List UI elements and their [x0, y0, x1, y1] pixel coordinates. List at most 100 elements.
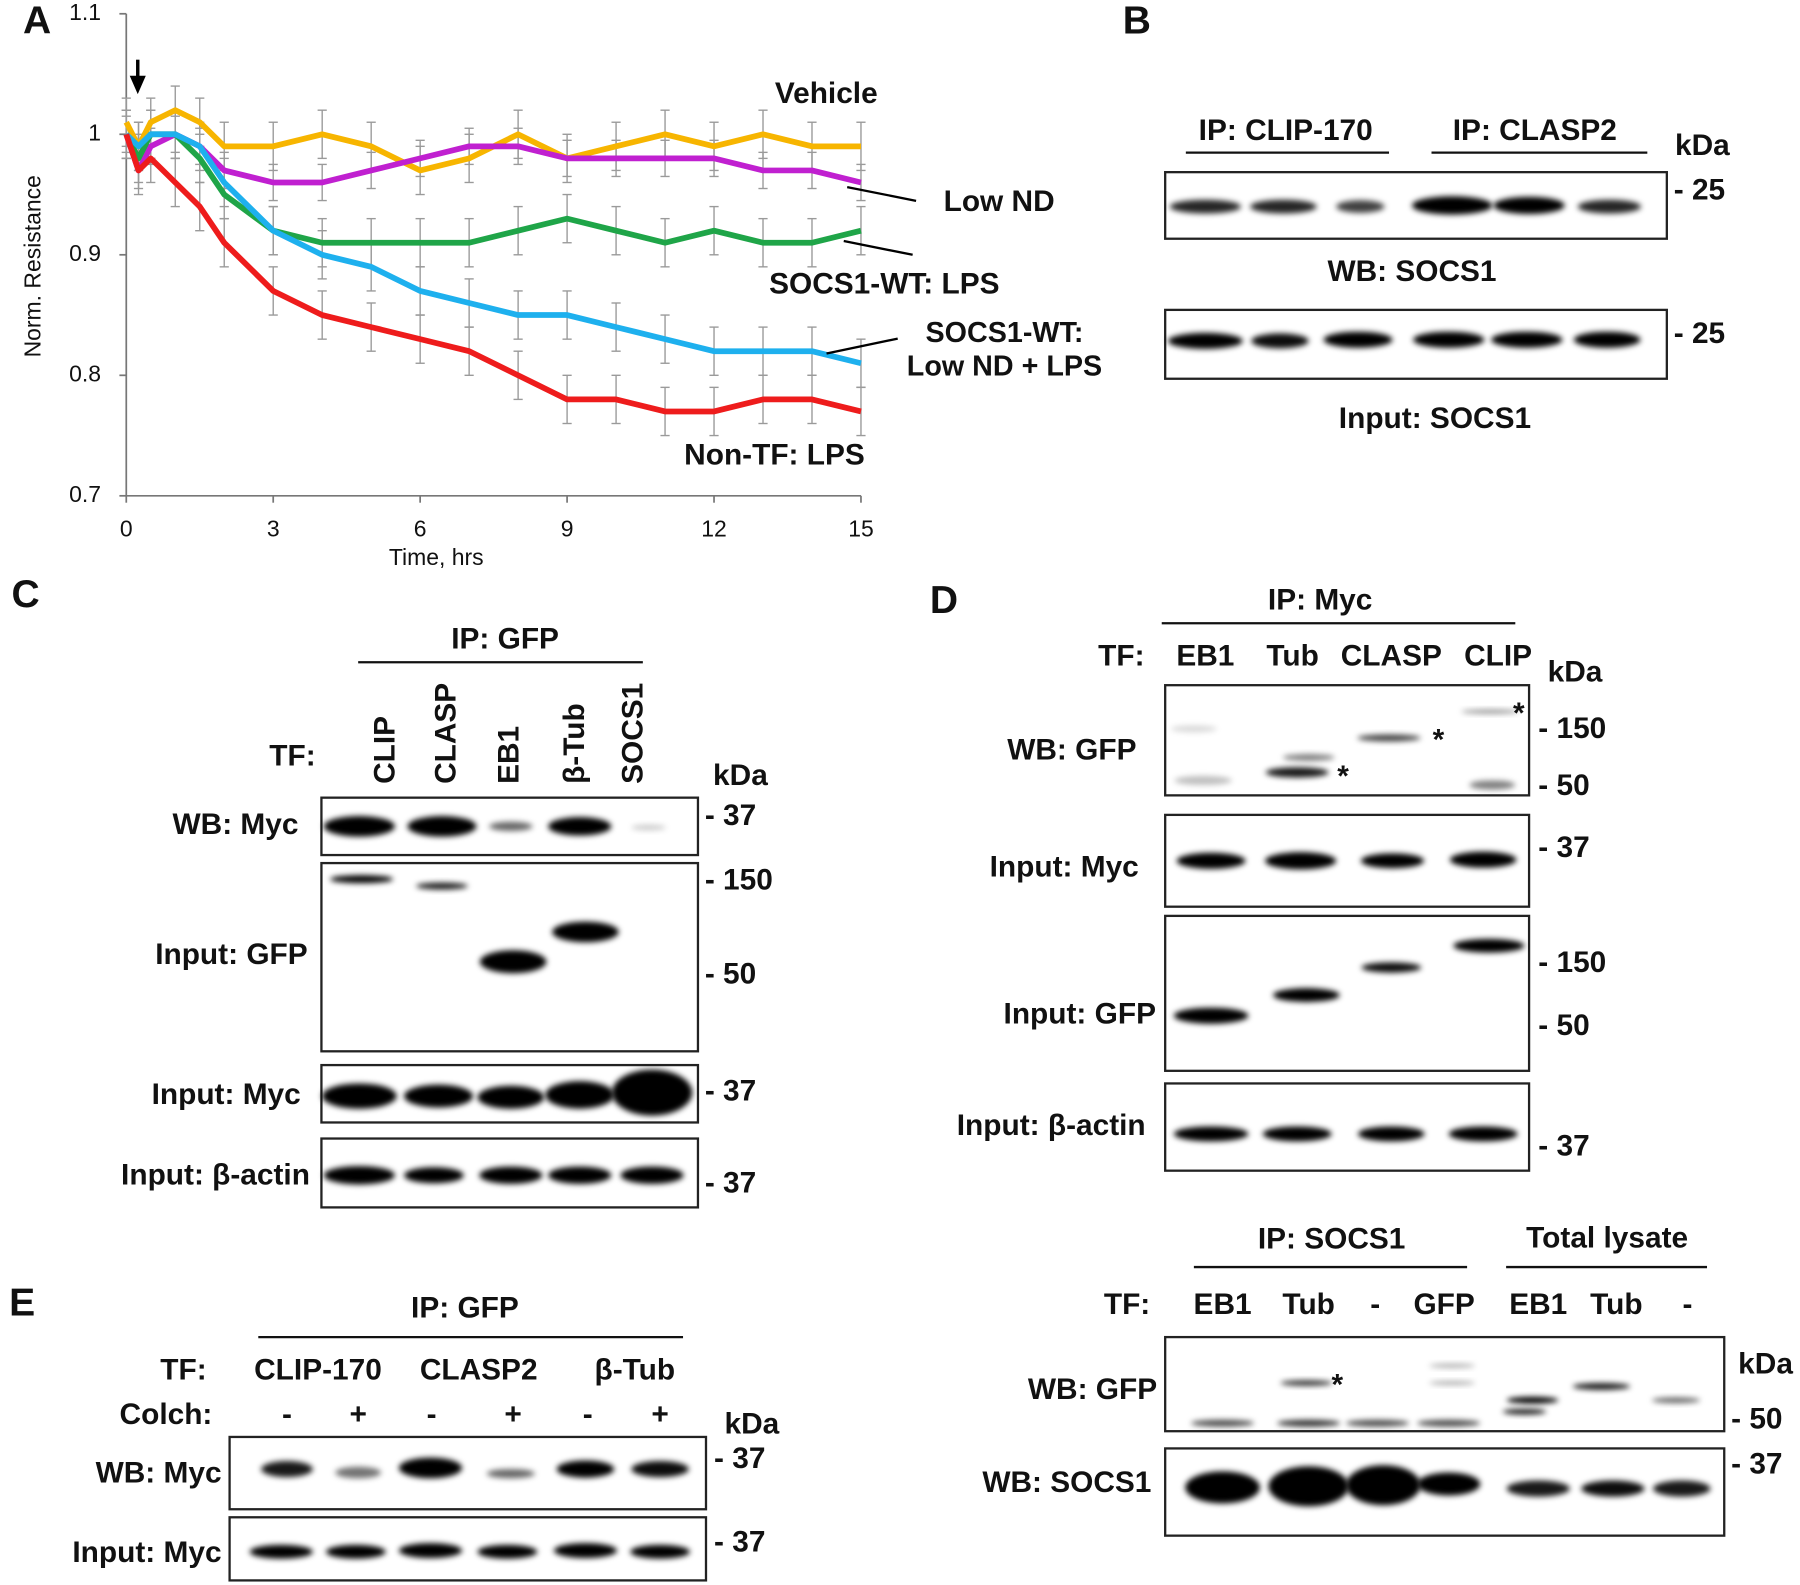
kda: kDa	[1675, 129, 1730, 162]
marker: - 150	[1538, 946, 1606, 979]
lane-label: -	[1370, 1288, 1380, 1321]
band	[404, 1084, 473, 1108]
band	[1250, 199, 1317, 214]
x-tick-label: 15	[848, 515, 874, 541]
panel-label: D	[930, 579, 958, 622]
plot: 0.7 0.8 0.9 1 1.1 0 3 6 9 12 15	[69, 0, 874, 541]
y-tick-label: 0.8	[69, 360, 101, 386]
band	[1169, 199, 1241, 214]
band	[1323, 331, 1393, 348]
lane-label: CLIP	[369, 716, 402, 784]
band	[404, 1167, 464, 1184]
band	[556, 1460, 615, 1478]
x-tick-label: 6	[414, 515, 427, 541]
x-tick-label: 9	[561, 515, 574, 541]
marker: - 37	[705, 799, 756, 832]
kda: kDa	[1548, 656, 1603, 689]
tf-label: TF:	[160, 1353, 206, 1386]
band	[1262, 1126, 1332, 1142]
panel-label: C	[11, 573, 39, 616]
lane-label: EB1	[493, 726, 526, 784]
band	[1506, 1480, 1570, 1497]
band	[1581, 1480, 1645, 1497]
panel-label: B	[1123, 0, 1151, 42]
band	[1191, 1419, 1255, 1427]
lane-label: +	[651, 1398, 668, 1431]
marker: - 37	[1731, 1448, 1782, 1481]
band	[1280, 1380, 1333, 1386]
caption: Input: β-actin	[957, 1109, 1146, 1142]
asterisk: *	[1337, 760, 1349, 793]
caption: Input: Myc	[72, 1536, 221, 1569]
band	[1361, 962, 1422, 973]
caption: WB: SOCS1	[982, 1466, 1151, 1499]
tf-label: TF:	[1104, 1288, 1150, 1321]
lane-label: β-Tub	[558, 703, 591, 784]
band	[1448, 1126, 1518, 1142]
band	[1170, 725, 1217, 733]
y-axis-title: Norm. Resistance	[19, 175, 45, 357]
band	[322, 1083, 397, 1109]
lane-label: EB1	[1194, 1288, 1252, 1321]
band	[1168, 332, 1243, 349]
band	[548, 817, 612, 836]
band	[1469, 780, 1516, 790]
band	[1251, 333, 1309, 349]
band	[1176, 852, 1246, 869]
leader-line	[843, 239, 913, 256]
band	[1429, 1363, 1476, 1369]
band	[1453, 938, 1525, 953]
marker: - 37	[1538, 1130, 1589, 1163]
caption: WB: GFP	[1007, 734, 1136, 767]
y-tick-label: 1.1	[69, 0, 101, 25]
band	[1265, 852, 1337, 870]
marker: - 25	[1674, 174, 1725, 207]
band	[479, 1166, 543, 1184]
band	[552, 921, 619, 943]
band	[631, 1461, 689, 1478]
group-label: CLIP-170	[254, 1353, 382, 1386]
y-tick-label: 0.9	[69, 240, 101, 266]
series-line	[123, 107, 861, 174]
band	[1358, 1126, 1425, 1142]
band	[1577, 199, 1642, 214]
band	[1449, 851, 1517, 868]
band	[631, 824, 666, 831]
x-tick-label: 12	[701, 515, 727, 541]
band	[416, 882, 468, 890]
lane-label: -	[427, 1398, 437, 1431]
lane-label: CLASP	[430, 683, 463, 784]
asterisk: *	[1433, 723, 1445, 756]
band	[1417, 1472, 1481, 1496]
lane-label: EB1	[1509, 1288, 1567, 1321]
series-label: SOCS1-WT: Low ND + LPS	[906, 316, 1103, 383]
lane-label: -	[583, 1398, 593, 1431]
caption: WB: SOCS1	[1327, 255, 1496, 288]
band	[479, 950, 547, 974]
band	[1345, 1419, 1410, 1427]
colch-label: Colch:	[120, 1398, 213, 1431]
marker: - 25	[1674, 317, 1725, 350]
lane-label: +	[349, 1398, 366, 1431]
marker: - 50	[1538, 1009, 1589, 1042]
band	[1273, 988, 1340, 1002]
marker: - 150	[1538, 712, 1606, 745]
header: Total lysate	[1526, 1221, 1688, 1254]
caption: Input: Myc	[152, 1078, 301, 1111]
caption: Input: β-actin	[121, 1158, 310, 1191]
band	[335, 1466, 382, 1479]
marker: - 37	[714, 1442, 765, 1475]
marker: - 50	[705, 957, 756, 990]
series-line	[124, 131, 862, 367]
marker: - 37	[705, 1075, 756, 1108]
band	[1411, 196, 1493, 215]
band	[1277, 1419, 1341, 1427]
band	[486, 1469, 535, 1479]
group-label: β-Tub	[595, 1353, 676, 1386]
header: IP: SOCS1	[1258, 1223, 1406, 1256]
tf-label: TF:	[1098, 640, 1144, 673]
marker: - 50	[1538, 769, 1589, 802]
band	[1461, 709, 1519, 714]
band	[1265, 767, 1329, 778]
